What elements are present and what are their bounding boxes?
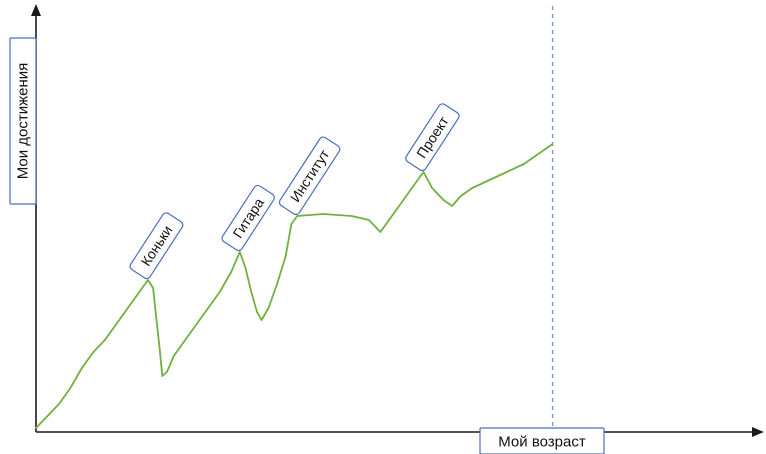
x-axis-label: Мой возраст (498, 434, 586, 451)
annotation-1: Коньки (129, 212, 184, 280)
annotation-3: Институт (278, 136, 341, 216)
annotation-2: Гитара (221, 184, 275, 252)
annotation-box (405, 103, 460, 172)
y-axis-label: Мои достижения (15, 63, 32, 180)
annotation-4: Проект (405, 103, 460, 172)
annotation-box (278, 136, 341, 216)
annotation-box (129, 212, 184, 280)
x-axis-label-box: Мой возраст (479, 427, 605, 454)
y-axis-label-box: Мои достижения (9, 37, 37, 205)
y-axis-arrowhead (31, 4, 41, 16)
x-axis-arrowhead (752, 427, 764, 437)
annotation-box (221, 184, 275, 252)
achievement-line (35, 143, 554, 429)
